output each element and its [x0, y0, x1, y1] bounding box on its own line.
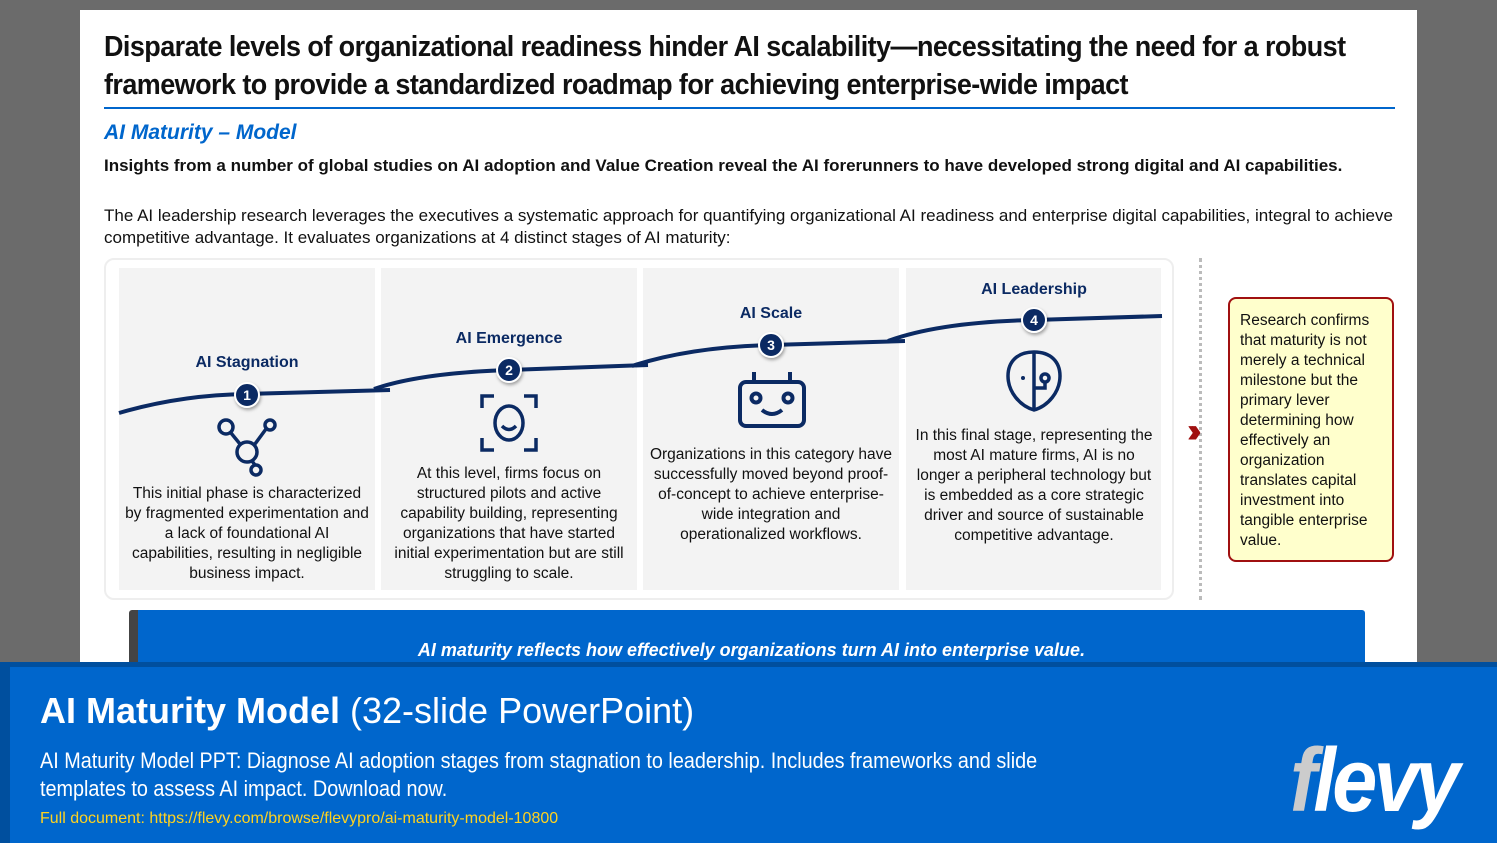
footer-title-rest: (32-slide PowerPoint)	[340, 690, 695, 731]
stage-marker-4: 4	[1021, 307, 1047, 333]
intro-bold-text: Insights from a number of global studies…	[104, 156, 1343, 175]
footer-title: AI Maturity Model (32-slide PowerPoint)	[40, 690, 694, 732]
double-chevron-right-icon: ››	[1187, 412, 1201, 450]
molecule-network-icon	[217, 418, 277, 477]
footer-title-bold: AI Maturity Model	[40, 690, 341, 731]
stage-description-4: In this final stage, representing the mo…	[915, 427, 1153, 544]
face-scan-icon	[480, 394, 538, 452]
stage-label-2: AI Emergence	[455, 330, 563, 347]
stage-marker-2: 2	[496, 357, 522, 383]
footer-description: AI Maturity Model PPT: Diagnose AI adopt…	[40, 748, 1038, 801]
footer-document-link[interactable]: Full document: https://flevy.com/browse/…	[40, 810, 559, 827]
stage-label-1: AI Stagnation	[195, 354, 299, 371]
key-message-banner: AI maturity reflects how effectively org…	[129, 610, 1365, 670]
stage-label-3: AI Scale	[739, 305, 803, 322]
stage-card-1	[119, 268, 375, 590]
slide-subtitle: AI Maturity – Model	[104, 121, 297, 144]
footer-bar	[0, 662, 1497, 843]
intro-text: The AI leadership research leverages the…	[104, 206, 1393, 247]
flevy-logo: flevy	[1290, 731, 1460, 831]
robot-face-icon	[738, 372, 806, 428]
stage-marker-3: 3	[758, 332, 784, 358]
ai-head-icon	[1006, 350, 1062, 412]
stage-marker-1: 1	[234, 382, 260, 408]
stage-label-4: AI Leadership	[981, 281, 1087, 298]
dotted-divider	[1199, 258, 1202, 600]
callout-box: Research confirms that maturity is not m…	[1228, 297, 1394, 562]
title-divider	[104, 107, 1395, 109]
stage-description-3: Organizations in this category have succ…	[649, 446, 893, 543]
stage-description-1: This initial phase is characterized by f…	[125, 485, 369, 582]
stage-description-2: At this level, firms focus on structured…	[394, 465, 624, 582]
slide-title: Disparate levels of organizational readi…	[104, 31, 1346, 101]
stage-card-3	[643, 268, 899, 590]
